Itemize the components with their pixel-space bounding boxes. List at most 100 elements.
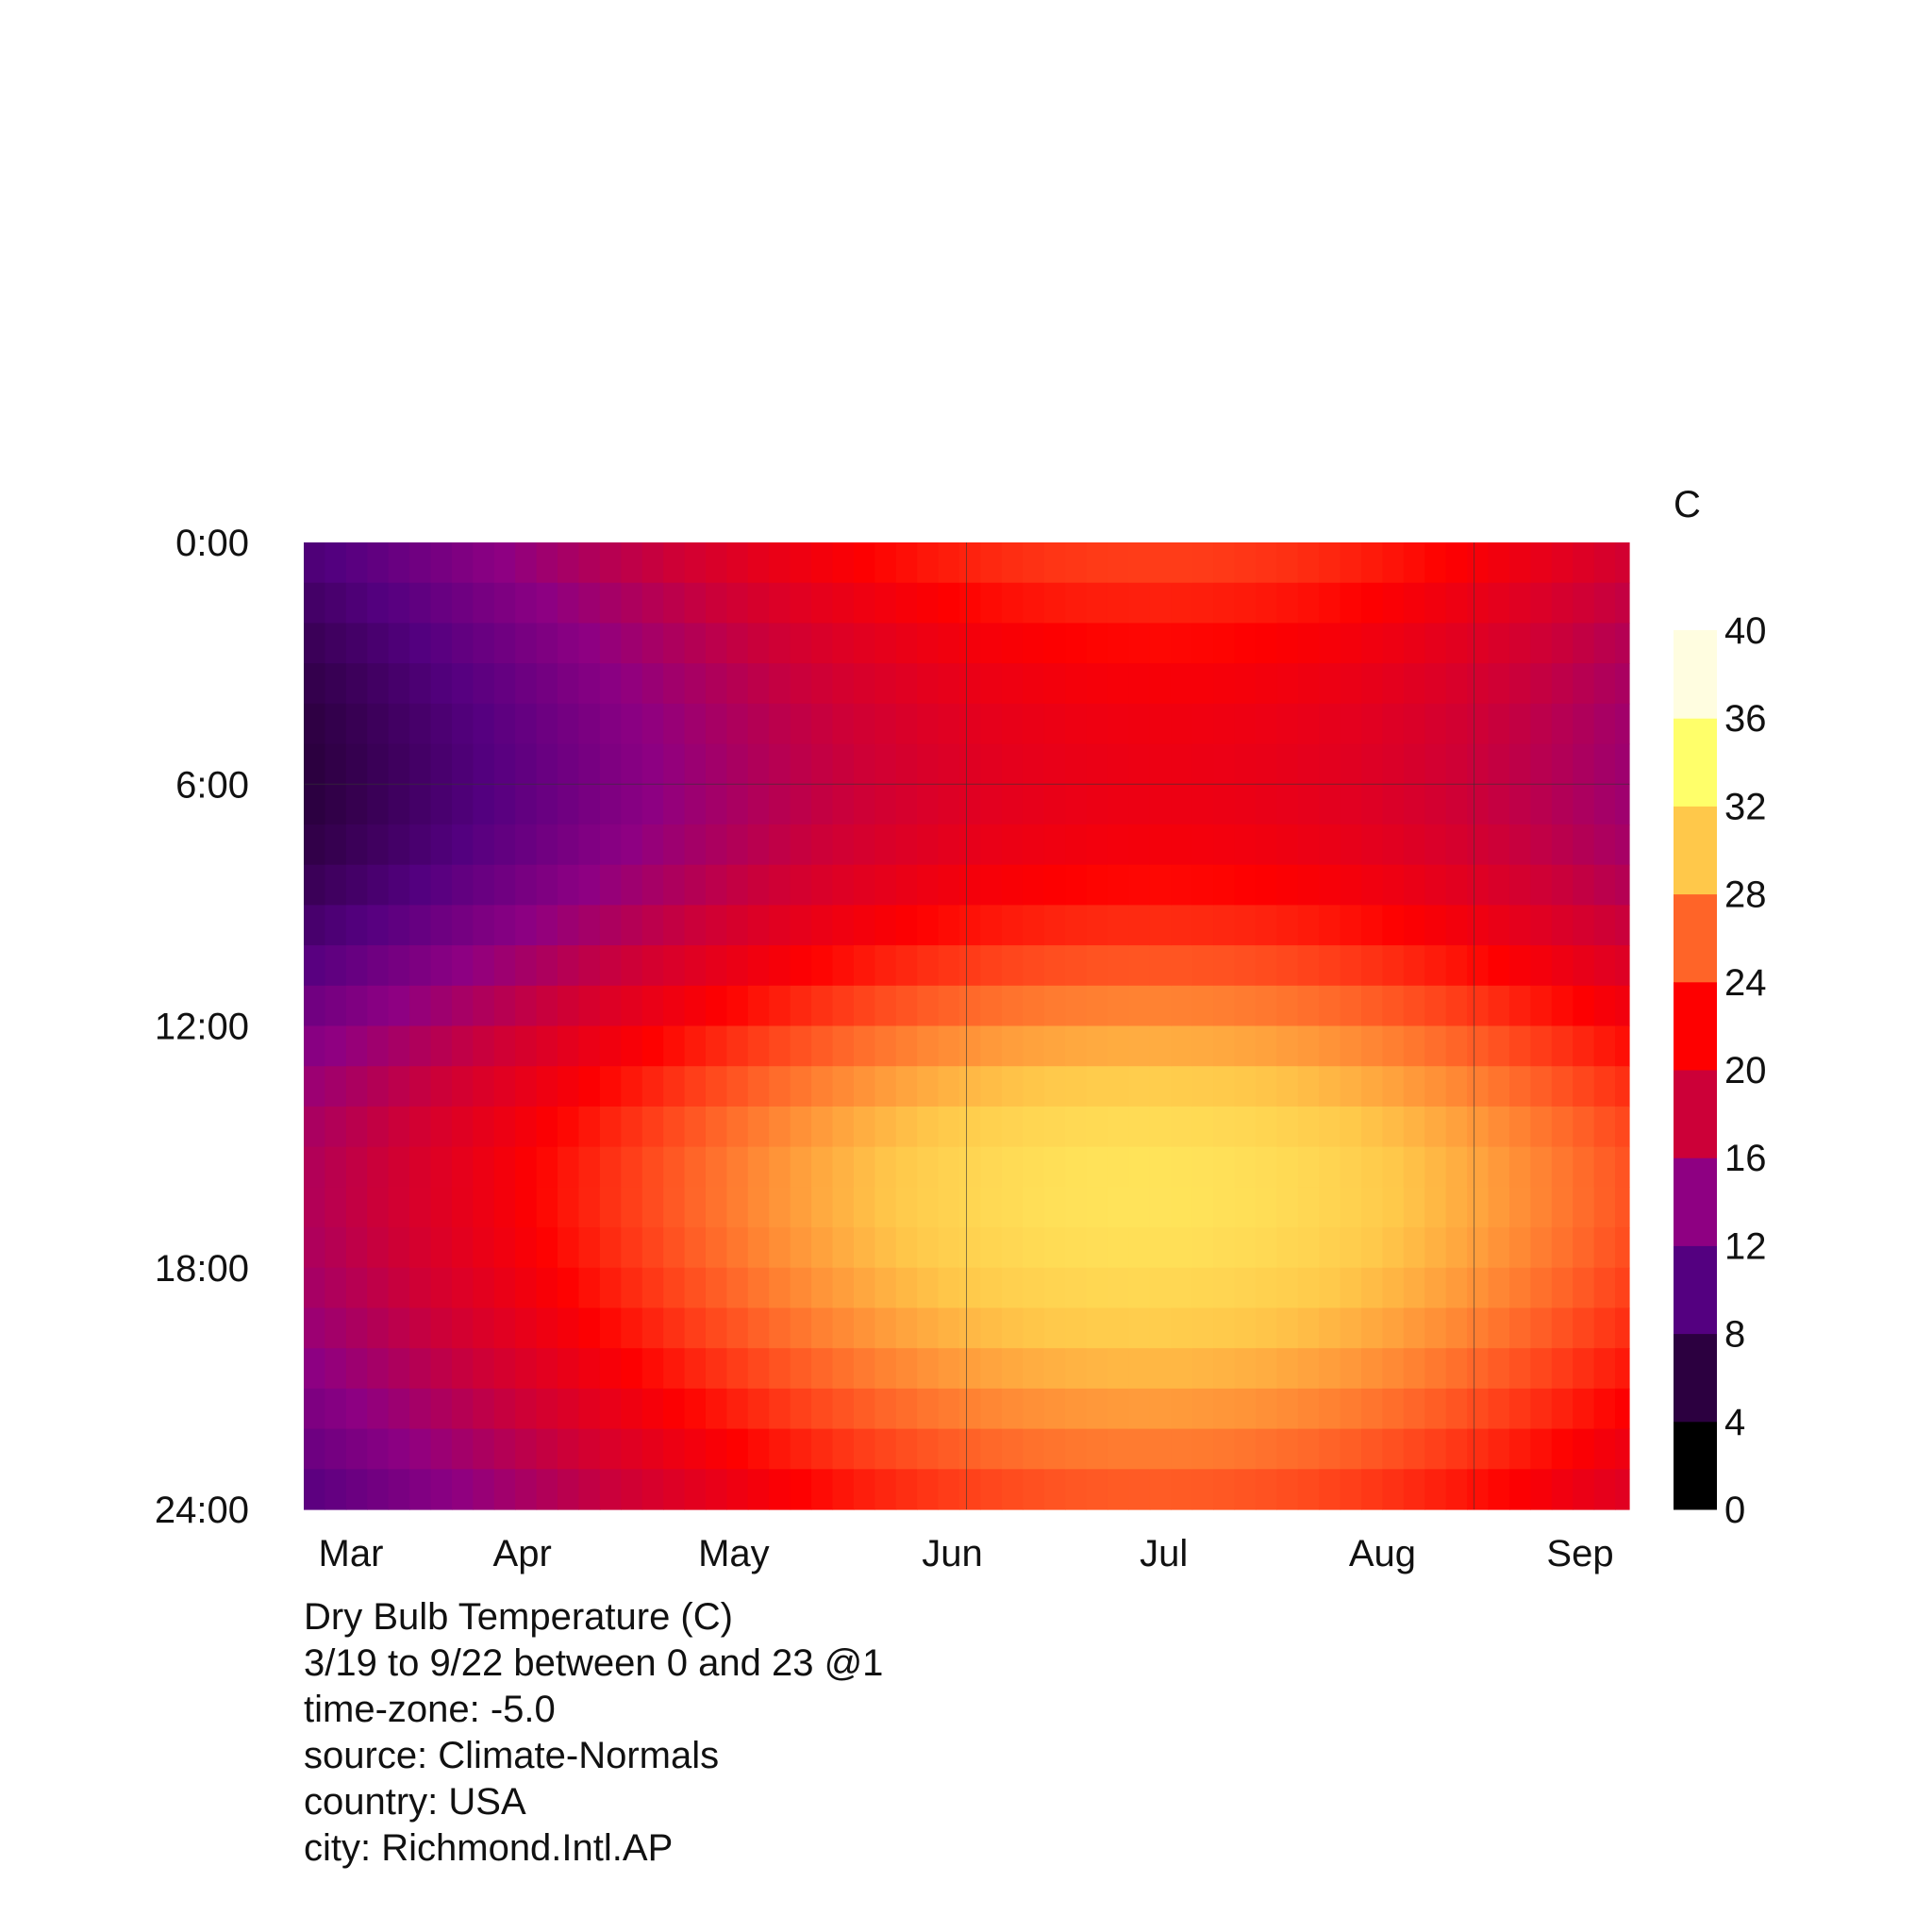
heatmap-cell [1149, 1146, 1172, 1188]
heatmap-cell [1086, 703, 1108, 745]
heatmap-cell [726, 1267, 749, 1309]
heatmap-cell [663, 824, 686, 866]
heatmap-cell [747, 743, 770, 785]
heatmap-cell [515, 663, 538, 705]
heatmap-cell [451, 1388, 474, 1430]
heatmap-cell [578, 864, 601, 906]
heatmap-cell [304, 623, 326, 664]
heatmap-cell [409, 542, 432, 584]
heatmap-cell [1191, 1066, 1214, 1108]
heatmap-cell [1065, 864, 1088, 906]
heatmap-cell [1001, 1106, 1024, 1148]
heatmap-cell [536, 985, 558, 1027]
heatmap-cell [1382, 1348, 1405, 1390]
heatmap-cell [811, 985, 834, 1027]
heatmap-cell [811, 743, 834, 785]
heatmap-cell [1382, 1146, 1405, 1188]
heatmap-cell [874, 905, 897, 946]
heatmap-cell [621, 1307, 643, 1349]
heatmap-cell [1255, 864, 1277, 906]
heatmap-cell [515, 824, 538, 866]
heatmap-cell [515, 703, 538, 745]
legend-tick-label: 24 [1724, 962, 1767, 1004]
heatmap-cell [1573, 1025, 1595, 1067]
heatmap-cell [1191, 905, 1214, 946]
heatmap-cell [1001, 1307, 1024, 1349]
heatmap-cell [451, 985, 474, 1027]
heatmap-cell [409, 1106, 432, 1148]
heatmap-cell [705, 985, 727, 1027]
heatmap-cell [599, 663, 622, 705]
heatmap-cell [1276, 1187, 1299, 1228]
heatmap-cell [1530, 1307, 1553, 1349]
heatmap-cell [1530, 1267, 1553, 1309]
heatmap-cell [304, 905, 326, 946]
x-tick-label: Sep [1546, 1533, 1613, 1574]
heatmap-cell [1234, 824, 1257, 866]
heatmap-cell [1403, 985, 1425, 1027]
heatmap-cell [1001, 582, 1024, 625]
heatmap-cell [1001, 985, 1024, 1027]
heatmap-cell [1361, 703, 1384, 745]
heatmap-cell [388, 542, 410, 584]
heatmap-cell [388, 985, 410, 1027]
heatmap-cell [1445, 743, 1468, 785]
heatmap-cell [304, 784, 326, 825]
heatmap-cell [705, 1106, 727, 1148]
heatmap-cell [747, 985, 770, 1027]
heatmap-cell [1467, 743, 1490, 785]
heatmap-cell [558, 1146, 580, 1188]
heatmap-cell [430, 784, 453, 825]
heatmap-cell [853, 542, 875, 584]
heatmap-cell [1191, 1227, 1214, 1269]
heatmap-cell [473, 985, 495, 1027]
heatmap-cell [409, 784, 432, 825]
heatmap-cell [1065, 1388, 1088, 1430]
heatmap-cell [1086, 1469, 1108, 1510]
heatmap-cell [790, 703, 812, 745]
heatmap-cell [1530, 1388, 1553, 1430]
heatmap-cell [769, 1307, 791, 1349]
heatmap-cell [515, 1227, 538, 1269]
heatmap-cell [1573, 703, 1595, 745]
x-axis-ticks: Mar Apr May Jun Jul Aug Sep [319, 1533, 1614, 1574]
heatmap-cell [621, 542, 643, 584]
heatmap-cell [451, 1348, 474, 1390]
heatmap-cell [895, 1388, 918, 1430]
heatmap-cell [1191, 1348, 1214, 1390]
heatmap-cell [769, 1469, 791, 1510]
heatmap-cell [1128, 1267, 1151, 1309]
heatmap-cell [1191, 1025, 1214, 1067]
heatmap-cell [1488, 1348, 1510, 1390]
heatmap-cell [790, 1428, 812, 1470]
heatmap-cell [1488, 1428, 1510, 1470]
legend-tick-label: 8 [1724, 1314, 1745, 1356]
heatmap-cell [895, 1025, 918, 1067]
heatmap-cell [1508, 582, 1531, 625]
heatmap-cell [1319, 945, 1341, 987]
heatmap-cell [493, 784, 516, 825]
heatmap-cell [705, 1428, 727, 1470]
heatmap-cell [1508, 1348, 1531, 1390]
heatmap-cell [747, 905, 770, 946]
heatmap-cell [641, 542, 664, 584]
heatmap-cell [832, 1348, 855, 1390]
heatmap-cell [1191, 1307, 1214, 1349]
heatmap-cell [325, 784, 347, 825]
heatmap-cell [1551, 542, 1574, 584]
heatmap-cell [1530, 1187, 1553, 1228]
heatmap-cell [895, 905, 918, 946]
heatmap-cell [895, 623, 918, 664]
heatmap-cell [1043, 1106, 1066, 1148]
heatmap-cell [388, 1307, 410, 1349]
heatmap-cell [1065, 1428, 1088, 1470]
heatmap-cell [1065, 703, 1088, 745]
heatmap-cell [1467, 663, 1490, 705]
heatmap-cell [747, 623, 770, 664]
heatmap-cell [578, 905, 601, 946]
heatmap-cell [1149, 1428, 1172, 1470]
heatmap-cell [1593, 945, 1616, 987]
heatmap-cell [1023, 824, 1045, 866]
heatmap-cell [726, 1469, 749, 1510]
heatmap-cell [621, 864, 643, 906]
